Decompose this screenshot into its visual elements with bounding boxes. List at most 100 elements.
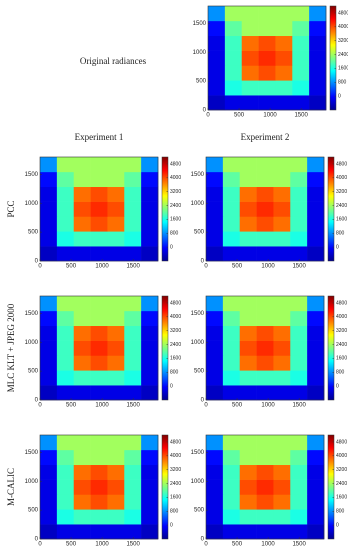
- heat-cell: [141, 464, 159, 480]
- heat-cell: [90, 157, 108, 173]
- colorbar-tick-label: 2400: [336, 481, 347, 487]
- heat-cell: [56, 385, 75, 401]
- heat-cell: [307, 524, 325, 540]
- heat-cell: [222, 464, 241, 480]
- heat-cell: [107, 449, 125, 466]
- heat-cell: [56, 325, 75, 341]
- heat-cell: [275, 50, 293, 66]
- heat-cell: [107, 157, 125, 173]
- heat-cell: [124, 449, 142, 466]
- x-tick-label: 500: [66, 542, 77, 548]
- heat-cell: [275, 20, 293, 37]
- heat-cell: [124, 296, 142, 312]
- heat-cell: [141, 171, 159, 188]
- heat-cell: [124, 464, 142, 480]
- heat-cell: [40, 325, 58, 341]
- heat-cell: [309, 50, 327, 66]
- heat-cell: [206, 449, 224, 466]
- y-tick-label: 1500: [193, 21, 207, 27]
- heat-cell: [56, 296, 75, 312]
- heat-cell: [40, 524, 58, 540]
- heat-cell: [90, 340, 108, 356]
- heat-cell: [256, 157, 274, 173]
- colorbar-tick-label: 4800: [170, 161, 181, 167]
- heat-cell: [258, 95, 276, 111]
- heat-cell: [107, 464, 125, 480]
- heat-cell: [258, 20, 276, 37]
- heat-cell: [258, 50, 276, 66]
- heat-cell: [224, 35, 243, 51]
- heat-cell: [290, 201, 308, 217]
- heat-cell: [40, 171, 58, 188]
- heat-cell: [40, 370, 58, 386]
- heat-cell: [256, 494, 274, 510]
- heat-cell: [73, 479, 91, 495]
- x-tick-label: 1500: [294, 113, 308, 119]
- heat-cell: [273, 449, 291, 466]
- heat-cell: [208, 95, 226, 111]
- heat-cell: [107, 325, 125, 341]
- heat-cell: [222, 296, 241, 312]
- heat-cell: [239, 157, 257, 173]
- heat-cell: [256, 370, 274, 386]
- row-label: PCC: [6, 200, 16, 217]
- heat-cell: [40, 479, 58, 495]
- heat-cell: [222, 524, 241, 540]
- heat-cell: [290, 509, 308, 525]
- heat-cell: [307, 449, 325, 466]
- heat-cell: [222, 157, 241, 173]
- heat-cell: [222, 216, 241, 232]
- heat-cell: [258, 35, 276, 51]
- heat-cell: [273, 385, 291, 401]
- heat-cell: [275, 95, 293, 111]
- colorbar-tick-label: 4000: [336, 314, 347, 320]
- heat-cell: [256, 325, 274, 341]
- heat-cell: [307, 435, 325, 451]
- heat-cell: [73, 216, 91, 232]
- heat-cell: [73, 355, 91, 371]
- x-tick-label: 0: [204, 542, 208, 548]
- x-tick-label: 1000: [261, 542, 275, 548]
- heat-cell: [56, 186, 75, 202]
- heat-cell: [307, 479, 325, 495]
- heat-cell: [90, 479, 108, 495]
- heat-cell: [90, 231, 108, 247]
- heat-cell: [124, 157, 142, 173]
- heat-cell: [208, 65, 226, 81]
- heat-cell: [73, 157, 91, 173]
- heat-cell: [292, 95, 310, 111]
- heat-cell: [206, 340, 224, 356]
- heat-cell: [256, 449, 274, 466]
- heat-cell: [90, 310, 108, 327]
- heat-cell: [90, 464, 108, 480]
- heat-cell: [107, 310, 125, 327]
- heat-cell: [222, 385, 241, 401]
- heat-cell: [124, 509, 142, 525]
- heat-cell: [239, 494, 257, 510]
- heat-cell: [222, 370, 241, 386]
- heat-cell: [73, 385, 91, 401]
- colorbar-tick-label: 2400: [170, 481, 181, 487]
- heat-cell: [256, 509, 274, 525]
- heat-cell: [309, 6, 327, 22]
- heat-cell: [309, 80, 327, 96]
- y-tick-label: 0: [203, 108, 207, 114]
- heat-cell: [239, 370, 257, 386]
- heat-cell: [90, 509, 108, 525]
- heat-cell: [241, 65, 259, 81]
- colorbar-tick-label: 2400: [336, 342, 347, 348]
- heat-cell: [141, 494, 159, 510]
- colorbar-tick-label: 3200: [336, 328, 347, 334]
- colorbar-tick-label: 3200: [336, 189, 347, 195]
- heat-cell: [307, 325, 325, 341]
- heat-cell: [239, 435, 257, 451]
- heat-cell: [275, 35, 293, 51]
- x-tick-label: 1500: [292, 264, 306, 270]
- heat-cell: [256, 186, 274, 202]
- heat-cell: [307, 310, 325, 327]
- heat-cell: [40, 509, 58, 525]
- heat-cell: [56, 231, 75, 247]
- heat-cell: [107, 171, 125, 188]
- heat-cell: [307, 296, 325, 312]
